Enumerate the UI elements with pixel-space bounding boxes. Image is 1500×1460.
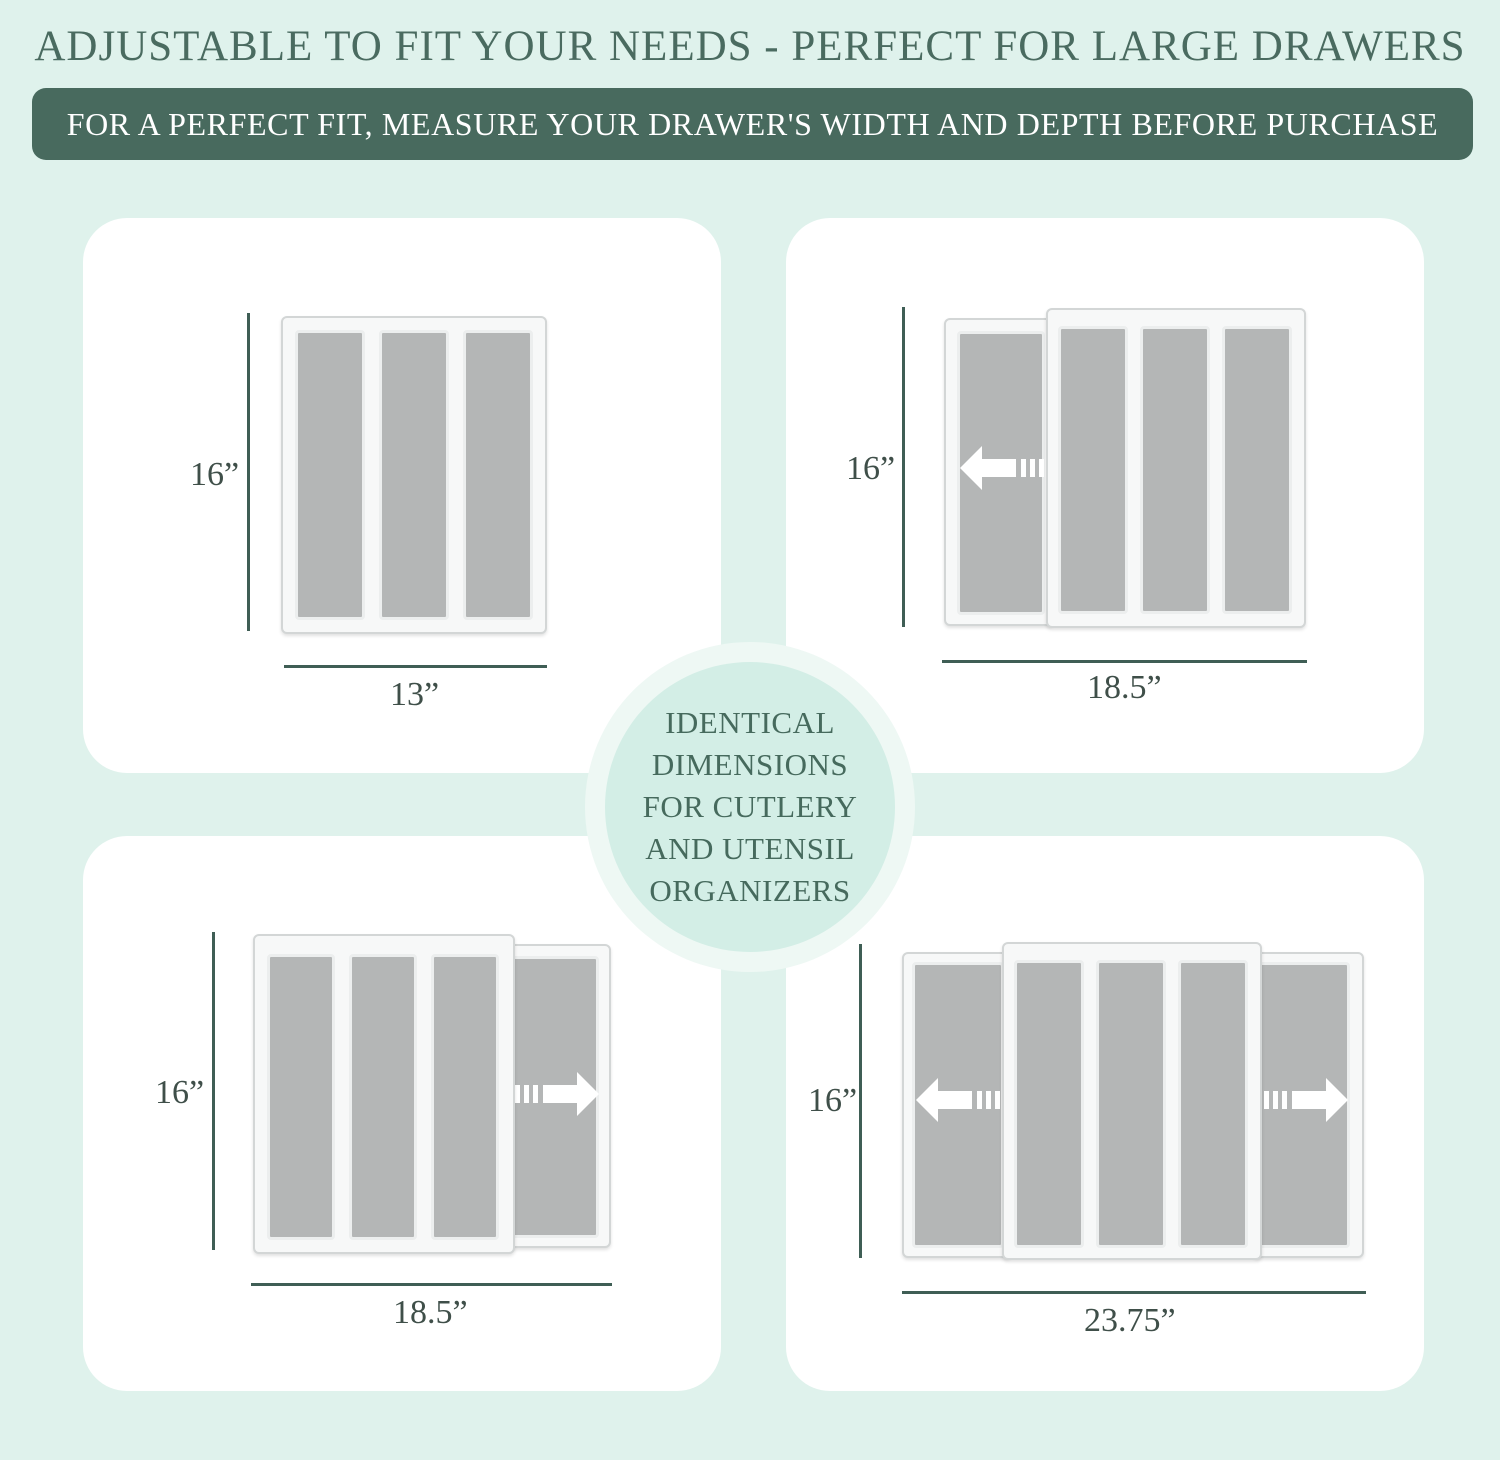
arrow-right-icon	[515, 1072, 599, 1116]
width-dimension-line	[284, 665, 547, 668]
tray-slot	[1096, 960, 1166, 1248]
page-title: ADJUSTABLE TO FIT YOUR NEEDS - PERFECT F…	[34, 23, 1466, 70]
width-label: 18.5”	[1087, 669, 1162, 706]
panel-expanded-left-18-5in: 16” 18.5”	[786, 218, 1424, 773]
tray-slot	[349, 954, 417, 1240]
badge-line: FOR CUTLERY	[642, 789, 858, 824]
arrow-left-icon	[960, 446, 1044, 490]
tray-slot	[463, 330, 533, 620]
height-label: 16”	[846, 450, 896, 487]
height-dimension-line	[859, 944, 862, 1258]
height-label: 16”	[155, 1074, 205, 1111]
width-label: 23.75”	[1084, 1302, 1176, 1339]
tray-slot	[1222, 326, 1292, 614]
arrow-left-icon	[916, 1078, 1000, 1122]
badge-line: ORGANIZERS	[649, 873, 851, 908]
tray-slot	[1058, 326, 1128, 614]
tray-slot	[1178, 960, 1248, 1248]
tray-slot	[295, 330, 365, 620]
tray-slot	[1140, 326, 1210, 614]
badge-line: AND UTENSIL	[645, 831, 855, 866]
height-dimension-line	[247, 313, 250, 631]
banner-text: FOR A PERFECT FIT, MEASURE YOUR DRAWER'S…	[66, 105, 1439, 142]
width-dimension-line	[942, 660, 1307, 663]
height-label: 16”	[190, 456, 240, 493]
arrow-right-icon	[1264, 1078, 1348, 1122]
panel-expanded-right-18-5in: 16” 18.5”	[83, 836, 721, 1391]
height-dimension-line	[212, 932, 215, 1250]
panel-expanded-both-23-75in: 16” 23.75”	[786, 836, 1424, 1391]
tray-slot	[267, 954, 335, 1240]
tray-slot	[431, 954, 499, 1240]
tray-slot	[379, 330, 449, 620]
width-dimension-line	[902, 1291, 1366, 1294]
panel-closed-13in: 16” 13”	[83, 218, 721, 773]
height-dimension-line	[902, 307, 905, 627]
height-label: 16”	[808, 1082, 858, 1119]
center-badge: IDENTICAL DIMENSIONS FOR CUTLERY AND UTE…	[605, 662, 895, 952]
badge-line: IDENTICAL	[665, 705, 835, 740]
measure-banner: FOR A PERFECT FIT, MEASURE YOUR DRAWER'S…	[32, 88, 1473, 160]
width-label: 18.5”	[393, 1294, 468, 1331]
width-label: 13”	[390, 676, 440, 713]
tray-slot	[1014, 960, 1084, 1248]
badge-line: DIMENSIONS	[651, 747, 849, 782]
width-dimension-line	[251, 1283, 612, 1286]
